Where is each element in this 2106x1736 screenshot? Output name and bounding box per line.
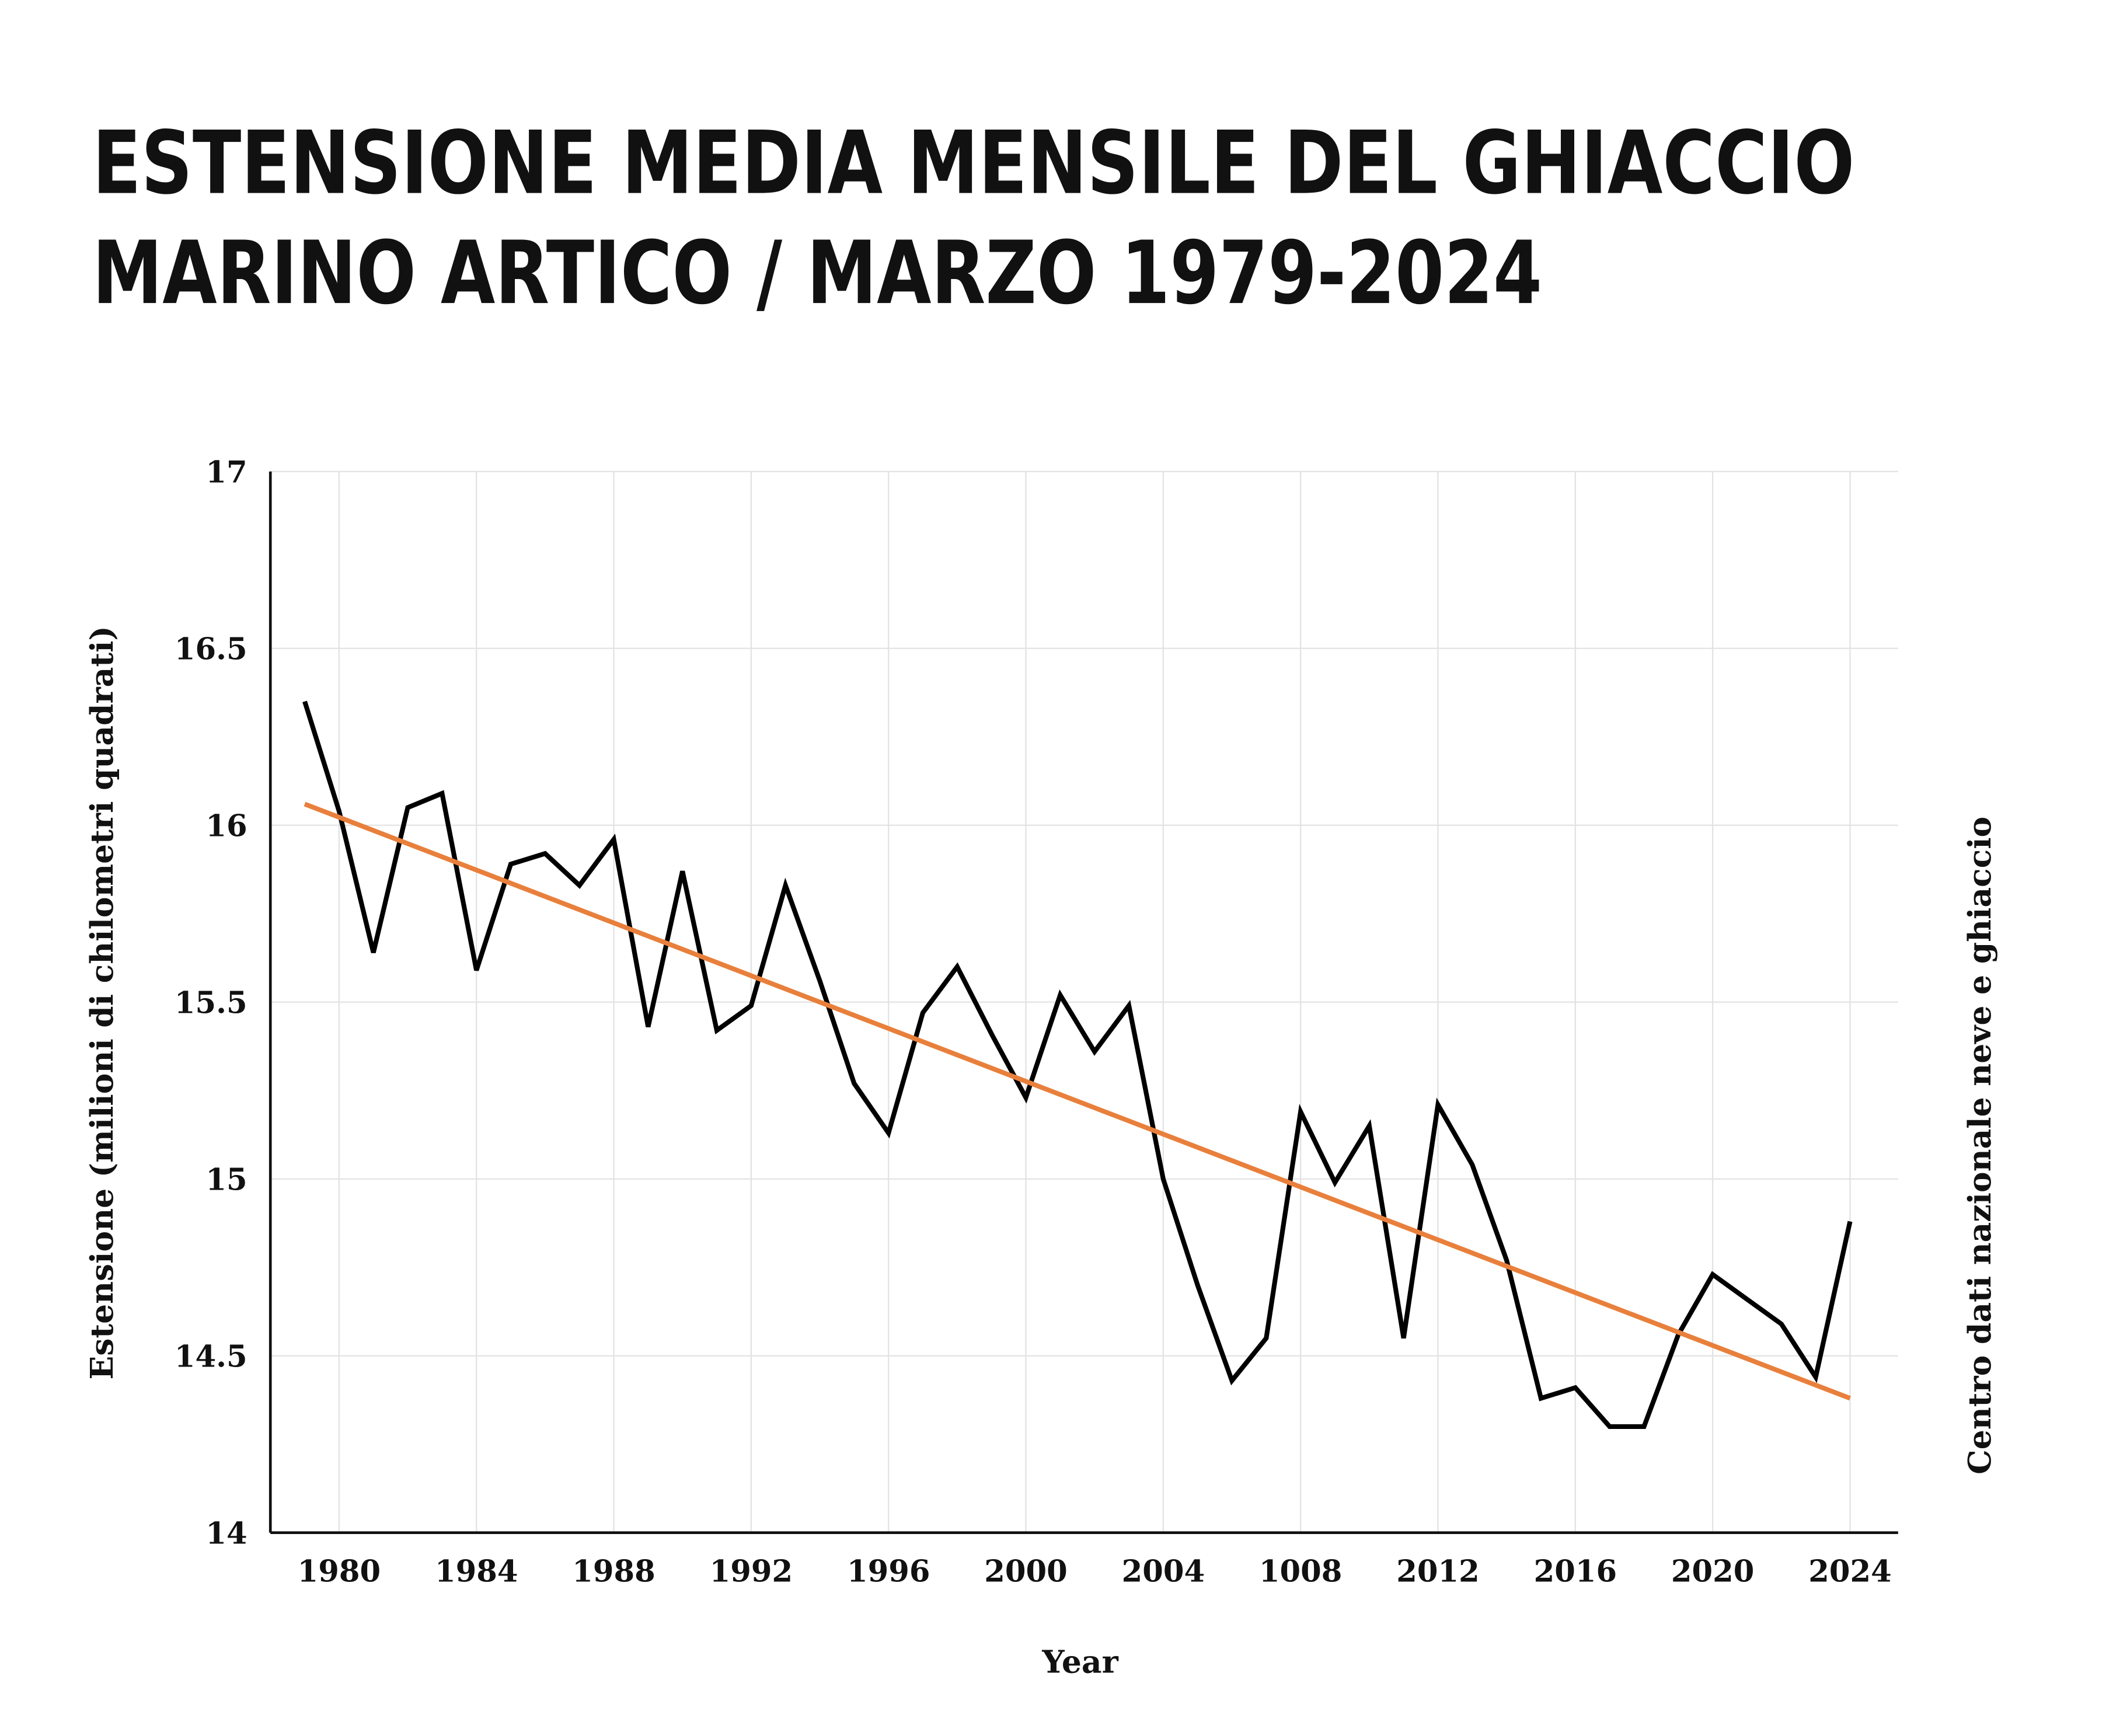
data-line [302, 700, 1853, 1430]
y-tick-label: 16.5 [175, 632, 247, 667]
x-tick-label: 1008 [1259, 1554, 1343, 1589]
trend-line [304, 801, 1851, 1401]
grid: 14 14.5 15 15.5 16 16.5 17 1980 1984 1988 1992 1996… [175, 455, 1898, 1589]
x-tick-label: 1984 [435, 1554, 518, 1589]
x-tick-label: 2024 [1808, 1554, 1892, 1589]
y-tick-label: 15 [205, 1162, 247, 1197]
plot [302, 700, 1853, 1430]
x-axis-label: Year [1041, 1643, 1118, 1680]
y-tick-label: 15.5 [175, 985, 247, 1020]
x-tick-label: 1996 [847, 1554, 930, 1589]
x-tick-label: 1988 [572, 1554, 655, 1589]
x-tick-label: 2004 [1122, 1554, 1205, 1589]
x-tick-label: 2012 [1396, 1554, 1480, 1589]
chart-title: MARINO ARTICO / MARZO 1979-2024 [92, 223, 1542, 324]
y-axis-label: Estensione (milioni di chilometri quadra… [83, 626, 120, 1379]
x-tick-label: 2020 [1671, 1554, 1755, 1589]
y-tick-label: 14 [205, 1516, 247, 1551]
chart-title: ESTENSIONE MEDIA MENSILE DEL GHIACCIO [92, 113, 1854, 214]
x-tick-label: 1992 [710, 1554, 793, 1589]
y-tick-label: 16 [205, 808, 247, 843]
y-tick-label: 17 [205, 455, 247, 490]
x-tick-label: 2016 [1534, 1554, 1617, 1589]
y-tick-label: 14.5 [175, 1339, 247, 1374]
source-label: Centro dati nazionale neve e ghiaccio [1961, 817, 1998, 1474]
x-tick-label: 1980 [298, 1554, 381, 1589]
x-tick-label: 2000 [984, 1554, 1068, 1589]
